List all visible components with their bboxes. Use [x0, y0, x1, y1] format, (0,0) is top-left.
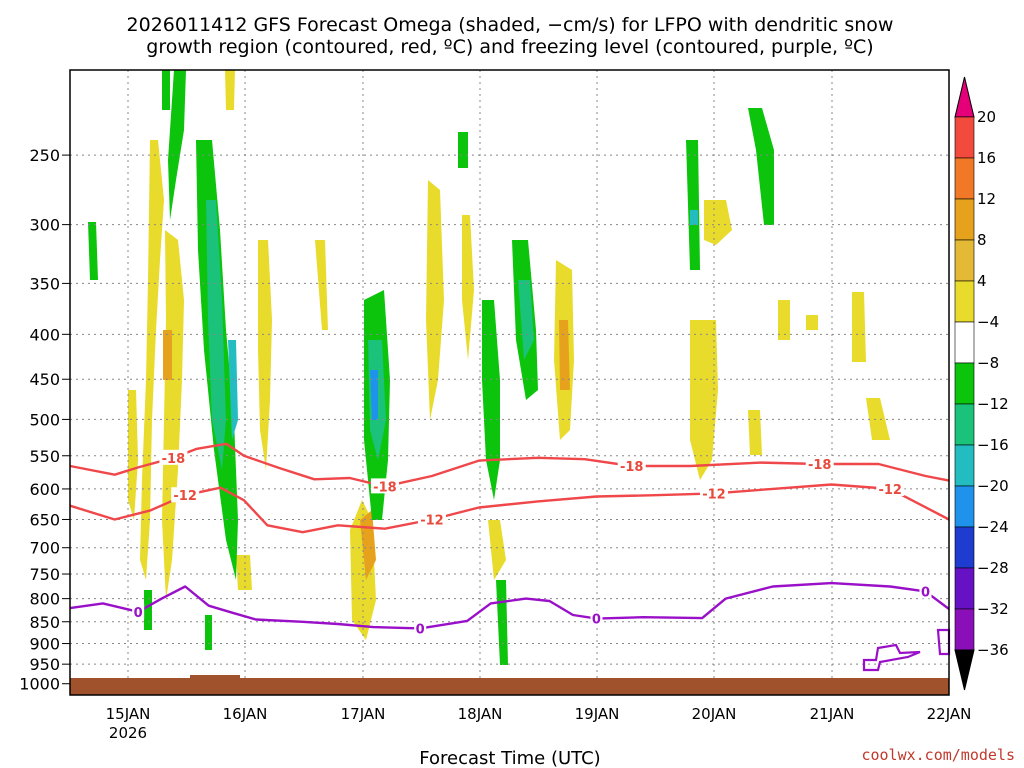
- y-tick-label: 300: [29, 216, 60, 235]
- x-tick-label: 19JAN: [575, 705, 620, 723]
- contour-label: -18: [373, 480, 397, 495]
- colorbar-bin: [955, 281, 974, 322]
- y-tick-label: 500: [29, 410, 60, 429]
- y-tick-label: 450: [29, 370, 60, 389]
- contour-label: 0: [592, 613, 601, 628]
- colorbar-label: −8: [977, 354, 999, 372]
- y-tick-label: 700: [29, 539, 60, 558]
- colorbar-bottom-triangle: [955, 650, 974, 690]
- colorbar: 20 16 12 8 4 −4 −8 −12 −16 −20 −24 −28 −32 −36: [955, 77, 1009, 690]
- x-tick-label: 16JAN: [223, 705, 268, 723]
- colorbar-label: −36: [977, 641, 1009, 659]
- colorbar-label: −28: [977, 559, 1009, 577]
- colorbar-label: −16: [977, 436, 1009, 454]
- contour-label: -18: [808, 458, 832, 473]
- chart-title-line1: 2026011412 GFS Forecast Omega (shaded, −…: [127, 14, 894, 36]
- colorbar-label: 8: [977, 231, 987, 249]
- colorbar-label: 16: [977, 149, 996, 167]
- contour-label: 0: [416, 622, 425, 637]
- x-tick-year: 2026: [109, 724, 147, 742]
- contour-label: -12: [420, 513, 444, 528]
- contour-label: 0: [134, 606, 143, 621]
- colorbar-label: 4: [977, 272, 987, 290]
- colorbar-label: −32: [977, 600, 1009, 618]
- colorbar-label: −12: [977, 395, 1009, 413]
- omega-yellow-area: [225, 70, 235, 110]
- y-tick-label: 550: [29, 447, 60, 466]
- x-tick-label: 17JAN: [341, 705, 386, 723]
- x-tick-label: 22JAN: [927, 705, 972, 723]
- omega-green-area: [162, 70, 170, 110]
- omega-yellow-area: [236, 555, 252, 590]
- colorbar-bin: [955, 404, 974, 445]
- omega-green-area: [205, 615, 212, 650]
- x-axis-label: Forecast Time (UTC): [419, 748, 600, 768]
- x-tick-label: 15JAN: [106, 705, 151, 723]
- colorbar-top-triangle: [955, 77, 974, 117]
- colorbar-label: −4: [977, 313, 999, 331]
- omega-time-height-chart: 2026011412 GFS Forecast Omega (shaded, −…: [0, 0, 1024, 768]
- colorbar-bin: [955, 322, 974, 363]
- y-tick-label: 750: [29, 565, 60, 584]
- colorbar-bin: [955, 527, 974, 568]
- colorbar-label: 12: [977, 190, 996, 208]
- colorbar-bin: [955, 158, 974, 199]
- contour-label: -12: [878, 483, 902, 498]
- x-axis-tick-labels: 15JAN 16JAN 17JAN 18JAN 19JAN 20JAN 21JA…: [106, 705, 972, 742]
- colorbar-bin: [955, 363, 974, 404]
- y-tick-label: 250: [29, 146, 60, 165]
- colorbar-bin: [955, 199, 974, 240]
- y-tick-label: 950: [29, 655, 60, 674]
- colorbar-bin: [955, 568, 974, 609]
- y-tick-label: 850: [29, 613, 60, 632]
- x-tick-label: 21JAN: [810, 705, 855, 723]
- colorbar-label: −20: [977, 477, 1009, 495]
- omega-orange-area: [163, 330, 172, 380]
- contour-label: 0: [921, 585, 930, 600]
- contour-label: -12: [173, 489, 197, 504]
- colorbar-bin: [955, 609, 974, 650]
- omega-yellow-area: [748, 410, 762, 455]
- y-tick-label: 350: [29, 274, 60, 293]
- y-tick-label: 650: [29, 510, 60, 529]
- y-tick-label: 900: [29, 635, 60, 654]
- colorbar-bin: [955, 240, 974, 281]
- y-axis-tick-labels: 250 300 350 400 450 500 550 600 650 700 750 800 850 9…: [19, 146, 70, 694]
- credit-text: coolwx.com/models: [861, 746, 1015, 764]
- contour-label: -18: [620, 460, 644, 475]
- contour-label: -18: [162, 452, 186, 467]
- colorbar-label: 20: [977, 108, 996, 126]
- omega-yellow-area: [852, 292, 866, 362]
- y-tick-label: 600: [29, 480, 60, 499]
- colorbar-label: −24: [977, 518, 1009, 536]
- y-tick-label: 1000: [19, 675, 60, 694]
- ground-surface: [70, 675, 949, 695]
- colorbar-bin: [955, 486, 974, 527]
- x-tick-label: 18JAN: [458, 705, 503, 723]
- omega-green-area: [458, 132, 468, 168]
- y-tick-label: 800: [29, 590, 60, 609]
- contour-label: -12: [702, 487, 726, 502]
- colorbar-bin: [955, 445, 974, 486]
- y-tick-label: 400: [29, 325, 60, 344]
- x-tick-label: 20JAN: [692, 705, 737, 723]
- omega-cyan-area: [690, 210, 698, 225]
- omega-yellow-area: [806, 315, 818, 330]
- chart-title-line2: growth region (contoured, red, ºC) and f…: [146, 36, 873, 58]
- colorbar-bin: [955, 117, 974, 158]
- omega-green-area: [144, 590, 152, 630]
